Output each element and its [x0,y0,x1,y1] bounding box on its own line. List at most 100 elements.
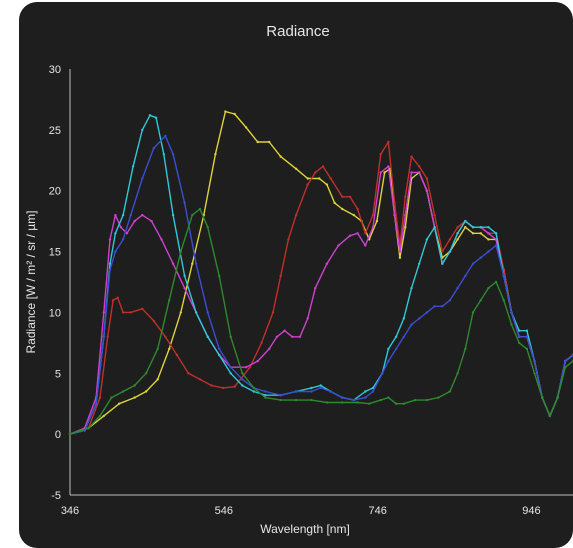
data-point [119,226,123,229]
data-point [414,398,417,402]
data-point [291,335,294,338]
data-point [314,286,317,290]
data-point [198,207,202,211]
data-point [456,226,459,229]
data-point [275,335,279,338]
data-point [433,213,436,217]
data-point [114,250,117,253]
data-point [379,398,382,402]
data-point [129,213,132,217]
data-point [394,347,398,351]
data-point [425,238,429,241]
series-line [69,165,573,435]
data-point [108,238,112,241]
data-point [268,140,271,144]
data-point [394,335,398,338]
data-point [371,390,375,393]
data-point [98,414,102,418]
data-point [356,401,359,404]
data-point [464,219,467,223]
data-point [364,396,367,399]
data-point [156,378,159,381]
data-point [102,414,106,418]
data-point [168,299,171,302]
data-point [494,280,498,284]
data-point [171,153,175,156]
data-point [114,213,117,217]
chart-title: Radiance [266,23,329,40]
data-point [368,402,371,405]
y-tick-label: 10 [49,307,61,319]
data-point [256,359,259,363]
data-point [306,183,309,186]
data-point [518,335,521,338]
data-point [425,398,429,402]
y-tick-label: 0 [55,429,61,441]
data-point [410,155,413,158]
x-tick-label: 546 [215,505,233,517]
data-point [341,396,344,399]
data-point [118,402,121,405]
data-point [164,134,167,138]
data-point [402,402,405,405]
data-point [448,238,452,241]
data-point [433,305,436,308]
data-point [410,286,413,290]
data-point [393,201,396,205]
data-point [398,256,402,259]
data-point [206,226,209,229]
data-point [191,213,194,217]
data-point [341,401,344,404]
data-point [306,317,309,320]
data-point [448,299,452,302]
data-point [329,177,332,180]
data-point [502,299,505,302]
data-point [471,262,475,265]
data-point [425,311,429,314]
series-points [68,140,573,436]
data-point [179,250,182,253]
data-point [404,213,407,217]
data-point [229,372,232,375]
data-point [271,311,275,314]
data-point [268,347,271,351]
data-point [179,311,182,314]
data-point [433,226,436,229]
data-point [121,213,125,217]
data-point [125,232,129,235]
data-point [102,335,106,338]
series-points [68,207,573,436]
data-point [448,390,452,393]
data-point [441,305,444,308]
data-point [356,232,359,235]
series-points [68,165,573,436]
data-point [464,347,467,351]
data-point [319,384,322,387]
data-point [264,394,267,397]
data-point [175,353,179,357]
data-point [398,250,402,253]
data-point [152,146,155,150]
data-point [229,366,232,369]
data-point [141,128,144,132]
data-point [244,126,248,129]
data-point [244,366,248,369]
data-point [471,311,475,314]
data-point [510,311,513,314]
data-point [121,390,125,393]
data-point [171,262,175,265]
data-point [279,394,282,397]
data-point [210,384,213,387]
data-point [402,317,405,320]
data-point [387,347,390,351]
data-point [379,153,382,156]
data-point [294,398,298,402]
data-point [518,329,521,332]
data-point [533,372,536,375]
data-point [464,226,467,229]
data-point [387,359,390,363]
data-point [233,112,236,116]
data-point [310,390,313,393]
data-point [218,353,221,357]
data-point [287,238,290,241]
